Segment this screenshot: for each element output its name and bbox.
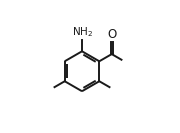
Text: NH$_2$: NH$_2$ — [72, 25, 93, 39]
Text: O: O — [107, 28, 116, 41]
